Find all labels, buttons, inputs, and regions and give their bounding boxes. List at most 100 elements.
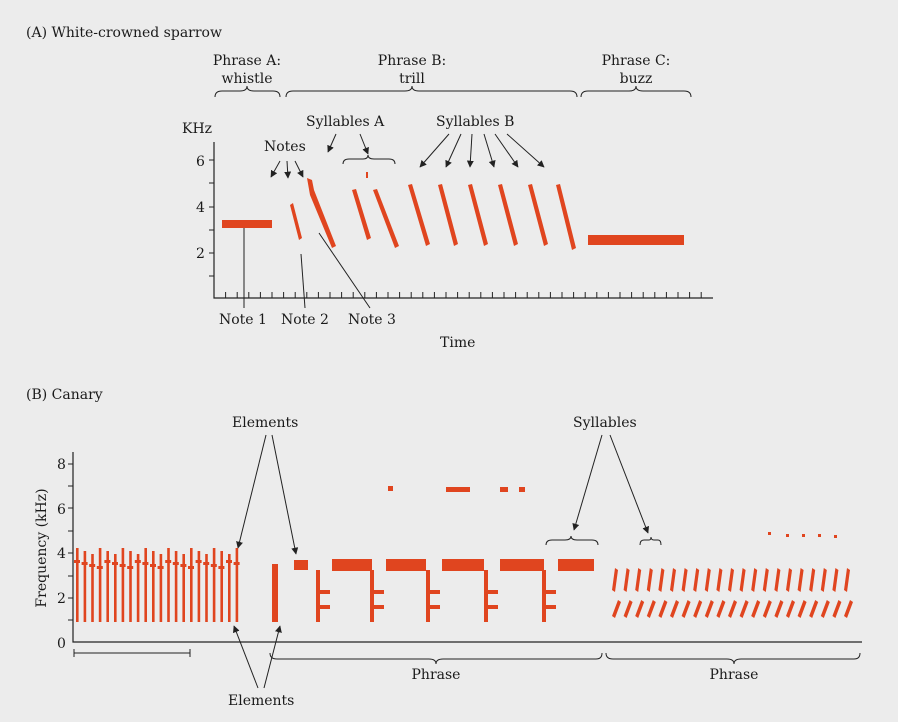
panel-a-title: (A) White-crowned sparrow	[26, 25, 222, 41]
harmonic-dot-4	[519, 487, 525, 492]
time-scale-bar	[73, 649, 191, 657]
phrase-1-flat-element	[558, 559, 594, 571]
phrase-2-lower-note	[716, 600, 726, 618]
phrase-1-brace	[269, 652, 603, 665]
intro-trill-blip	[218, 566, 225, 569]
phase-a-brace	[214, 85, 281, 98]
syllables-label: Syllables	[573, 415, 637, 431]
phase-c-brace	[580, 85, 692, 98]
harmonic-dot-5	[768, 532, 771, 535]
intro-trill-stroke	[205, 554, 208, 622]
syllable-b-5	[528, 184, 548, 246]
phrase-2-lower-note	[844, 600, 853, 618]
phrase-1-low-tick	[318, 590, 330, 594]
intro-trill-blip	[195, 560, 202, 563]
intro-trill-stroke	[114, 554, 117, 622]
intro-trill-stroke	[121, 548, 125, 622]
phrase-1-flat-element	[500, 559, 544, 571]
phrase-1-low-tick	[486, 605, 498, 609]
phrase-1-low-tick	[372, 605, 384, 609]
intro-trill-blip	[180, 564, 187, 567]
syllables-a-label: Syllables A	[306, 114, 385, 130]
buzz-phrase	[588, 235, 684, 245]
harmonic-dot-2	[446, 487, 470, 492]
intro-trill-stroke	[228, 554, 231, 622]
phrase-2-upper-note	[681, 568, 688, 592]
phrase-1-syllables	[316, 559, 594, 622]
panel-a-y-tick-6: 6	[196, 154, 205, 170]
panel-b-y-label: Frequency (kHz)	[34, 488, 50, 607]
panel-b-y-tick-0: 0	[57, 636, 66, 652]
intro-trill-stroke	[190, 548, 193, 622]
intro-trill-stroke	[220, 551, 223, 622]
phrase-1-low-element	[370, 570, 374, 622]
phrase-2-label: Phrase	[710, 667, 759, 683]
phrase-1-low-tick	[486, 590, 498, 594]
phrase-2-lower-note	[832, 600, 842, 618]
phrase-2-upper-note	[774, 568, 781, 592]
syllables-a-brace	[342, 154, 396, 165]
intro-trill-blip	[233, 562, 240, 565]
phrase-2-lower-note	[635, 600, 645, 618]
intro-trill-blip	[142, 562, 149, 565]
phrase-1-flat-element	[332, 559, 372, 571]
intro-trill-blip	[165, 560, 172, 563]
phrase-2-lower-note	[704, 600, 714, 618]
note-3-trace	[307, 178, 336, 248]
phrase-2-upper-note	[623, 568, 630, 592]
phrase-2-upper-note	[658, 568, 665, 592]
phrase-2-lower-note	[751, 600, 761, 618]
intro-trill-stroke	[182, 554, 185, 622]
phrase-2-lower-note	[623, 600, 633, 618]
phrase-1-low-tick	[544, 605, 556, 609]
syllable-brace-1	[545, 535, 599, 546]
phrase-2-syllables	[612, 568, 853, 618]
phrase-2-lower-note	[809, 600, 819, 618]
phrase-1-low-element	[316, 570, 320, 622]
panel-b: (B) Canary Frequency (kHz) 0 2 4 6 8	[26, 387, 862, 709]
intro-trill-blip	[226, 560, 232, 563]
phrase-2-lower-note	[774, 600, 784, 618]
panel-a-y-tick-4: 4	[196, 200, 205, 216]
panel-a-y-ticks	[209, 159, 214, 277]
syllables-b-label: Syllables B	[436, 114, 514, 130]
syllable-b-4	[498, 184, 518, 246]
phase-a-label-line1: Phrase A:	[213, 53, 281, 69]
phrase-2-lower-note	[739, 600, 749, 618]
phrase-1-low-element	[426, 570, 430, 622]
harmonic-dot-7	[802, 534, 805, 537]
phrase-1-low-tick	[318, 605, 330, 609]
intro-trill-stroke	[83, 551, 87, 622]
phrase-2-lower-note	[646, 600, 656, 618]
phrase-2-upper-note	[728, 568, 734, 592]
phrase-2-lower-note	[670, 600, 679, 618]
phrase-2-lower-note	[797, 600, 807, 618]
intro-trill-blip	[210, 564, 217, 567]
intro-trill-blip	[89, 564, 96, 567]
panel-a-y-unit: KHz	[182, 121, 212, 137]
panel-a-spectrogram	[222, 172, 684, 250]
intro-trill-blip	[104, 560, 111, 563]
harmonic-dot-6	[786, 534, 789, 537]
phrase-2-upper-note	[739, 568, 746, 592]
intro-trill-stroke	[91, 554, 94, 622]
panel-b-y-ticks	[68, 463, 73, 621]
element-gap-marker	[272, 564, 278, 622]
notes-label: Notes	[264, 139, 306, 155]
phrase-2-upper-note	[844, 568, 850, 592]
intro-trill-stroke	[106, 551, 109, 622]
phase-b-label-line2: trill	[399, 71, 425, 87]
syllable-b-2	[438, 184, 458, 246]
intro-trill-stroke	[129, 551, 132, 622]
phrase-2-lower-note	[820, 600, 830, 618]
phrase-1-low-tick	[372, 590, 384, 594]
element-high-1	[294, 560, 308, 570]
syllable-a-tip	[366, 172, 368, 178]
panel-b-y-tick-2: 2	[57, 591, 66, 607]
intro-trill-blip	[112, 562, 118, 565]
phrase-2-upper-note	[716, 568, 723, 592]
phrase-2-upper-note	[646, 568, 653, 592]
phrase-2-lower-note	[693, 600, 703, 618]
panel-b-y-tick-4: 4	[57, 546, 66, 562]
phrase-2-upper-note	[786, 568, 792, 592]
